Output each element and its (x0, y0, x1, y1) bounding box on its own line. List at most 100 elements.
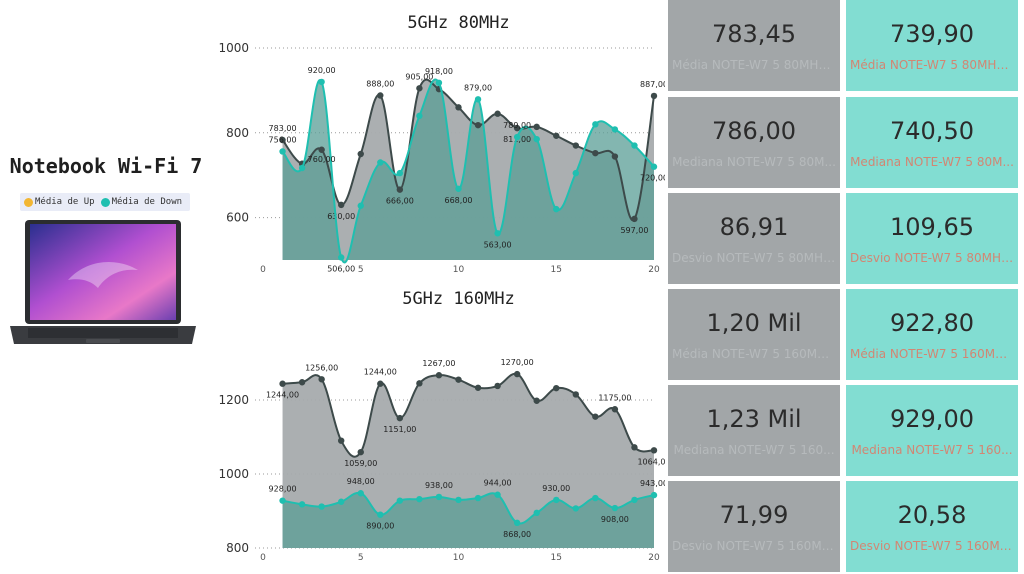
data-point[interactable] (435, 372, 443, 379)
data-point[interactable] (533, 397, 540, 404)
data-point[interactable] (396, 497, 404, 504)
data-point[interactable] (416, 380, 423, 387)
data-point[interactable] (494, 230, 501, 237)
data-point[interactable] (631, 444, 638, 451)
data-point[interactable] (298, 379, 306, 386)
kpi-card[interactable]: 929,00 Mediana NOTE-W7 5 160... (846, 385, 1018, 476)
data-point[interactable] (377, 511, 384, 518)
legend-item-down[interactable]: Média de Down (100, 197, 182, 207)
legend-item-up[interactable]: Média de Up (24, 197, 95, 207)
x-tick-label: 15 (551, 265, 562, 275)
data-point[interactable] (377, 92, 384, 99)
data-point[interactable] (338, 498, 345, 505)
data-point[interactable] (553, 496, 560, 504)
data-point[interactable] (494, 382, 501, 390)
kpi-card[interactable]: 86,91 Desvio NOTE-W7 5 80MHZ... (668, 193, 840, 284)
data-point[interactable] (650, 92, 658, 100)
data-point[interactable] (416, 112, 423, 120)
data-label: 890,00 (366, 522, 394, 531)
data-label: 630,00 (327, 212, 355, 221)
kpi-card[interactable]: 783,45 Média NOTE-W7 5 80MHZ ... (668, 0, 840, 91)
data-point[interactable] (318, 78, 325, 86)
data-point[interactable] (572, 169, 579, 177)
data-point[interactable] (474, 121, 482, 129)
data-point[interactable] (494, 491, 501, 498)
data-point[interactable] (553, 384, 560, 392)
data-point[interactable] (533, 123, 540, 131)
kpi-card[interactable]: 109,65 Desvio NOTE-W7 5 80MHZ... (846, 193, 1018, 284)
data-point[interactable] (357, 490, 364, 497)
data-point[interactable] (435, 79, 443, 86)
data-point[interactable] (279, 497, 286, 504)
data-point[interactable] (455, 496, 462, 504)
data-point[interactable] (513, 519, 521, 527)
data-point[interactable] (338, 437, 345, 444)
data-point[interactable] (533, 135, 540, 143)
data-point[interactable] (416, 495, 423, 503)
data-point[interactable] (592, 149, 599, 157)
kpi-card[interactable]: 71,99 Desvio NOTE-W7 5 160MH... (668, 481, 840, 572)
data-point[interactable] (572, 391, 579, 398)
data-label: 930,00 (542, 484, 570, 493)
data-point[interactable] (513, 124, 521, 132)
data-point[interactable] (357, 448, 364, 456)
data-point[interactable] (631, 215, 638, 223)
data-point[interactable] (357, 150, 364, 158)
kpi-card[interactable]: 1,20 Mil Média NOTE-W7 5 160MH... (668, 289, 840, 380)
data-point[interactable] (474, 384, 482, 391)
kpi-card[interactable]: 922,80 Média NOTE-W7 5 160MH... (846, 289, 1018, 380)
data-point[interactable] (279, 136, 286, 144)
data-point[interactable] (553, 132, 560, 139)
kpi-card[interactable]: 20,58 Desvio NOTE-W7 5 160MH... (846, 481, 1018, 572)
data-point[interactable] (513, 370, 521, 378)
data-point[interactable] (279, 148, 286, 155)
data-point[interactable] (298, 501, 306, 508)
data-point[interactable] (318, 376, 325, 383)
data-point[interactable] (396, 414, 404, 422)
data-point[interactable] (474, 96, 482, 103)
data-label: 789,00 (503, 121, 531, 130)
data-point[interactable] (513, 133, 521, 141)
data-point[interactable] (377, 380, 384, 387)
data-point[interactable] (455, 376, 462, 383)
data-point[interactable] (553, 205, 560, 213)
data-point[interactable] (455, 104, 462, 111)
data-point[interactable] (279, 380, 286, 387)
data-point[interactable] (435, 493, 443, 501)
data-point[interactable] (455, 185, 462, 192)
data-point[interactable] (377, 159, 384, 166)
data-point[interactable] (396, 169, 404, 177)
chart-title: 5GHz 80MHz (407, 13, 509, 33)
data-point[interactable] (650, 163, 658, 170)
data-point[interactable] (611, 153, 619, 160)
data-point[interactable] (572, 142, 579, 149)
kpi-card[interactable]: 739,90 Média NOTE-W7 5 80MHZ ... (846, 0, 1018, 91)
data-point[interactable] (572, 505, 579, 512)
x-tick-label: 20 (648, 265, 660, 275)
data-point[interactable] (611, 406, 619, 413)
data-point[interactable] (611, 126, 619, 133)
data-point[interactable] (318, 503, 325, 510)
data-point[interactable] (338, 254, 345, 261)
data-point[interactable] (338, 201, 345, 209)
data-point[interactable] (533, 509, 540, 517)
data-point[interactable] (592, 413, 599, 420)
data-point[interactable] (611, 504, 619, 512)
data-point[interactable] (357, 202, 364, 209)
data-point[interactable] (650, 447, 658, 454)
kpi-card[interactable]: 1,23 Mil Mediana NOTE-W7 5 160... (668, 385, 840, 476)
data-point[interactable] (396, 186, 404, 193)
data-point[interactable] (592, 494, 599, 502)
data-point[interactable] (494, 110, 501, 117)
data-point[interactable] (298, 164, 306, 172)
data-point[interactable] (318, 146, 325, 153)
data-point[interactable] (592, 121, 599, 128)
data-point[interactable] (474, 494, 482, 502)
kpi-card[interactable]: 740,50 Mediana NOTE-W7 5 80M... (846, 97, 1018, 188)
data-point[interactable] (650, 491, 658, 499)
data-point[interactable] (631, 496, 638, 504)
kpi-card[interactable]: 786,00 Mediana NOTE-W7 5 80M... (668, 97, 840, 188)
data-point[interactable] (631, 142, 638, 149)
data-point[interactable] (416, 85, 423, 92)
data-label: 887,00 (640, 80, 665, 89)
